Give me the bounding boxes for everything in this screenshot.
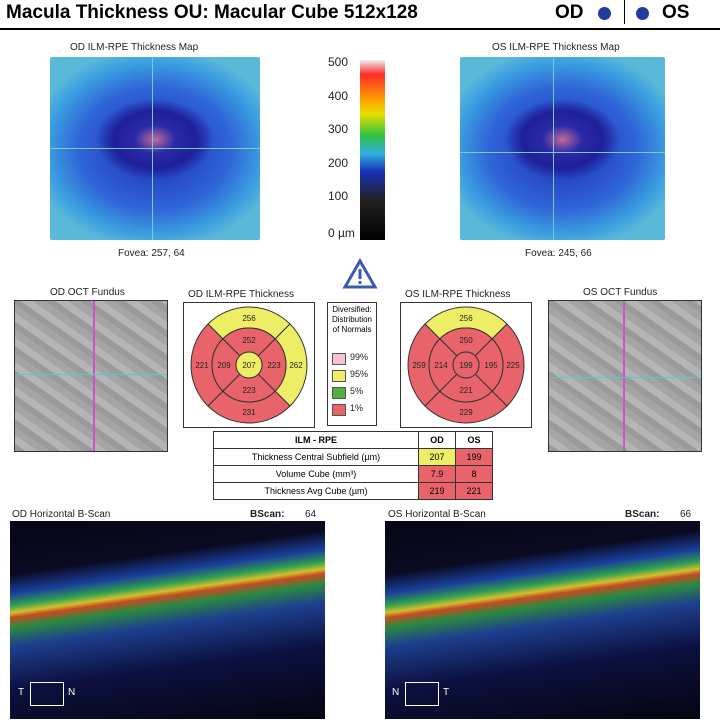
fundus-image [14,300,168,452]
grid-center [235,351,263,379]
bscan-image [10,521,325,719]
center-value: 199 [459,361,473,370]
warning-icon [342,258,378,289]
header-title: Macula Thickness OU: Macular Cube 512x12… [6,2,418,23]
divider [624,0,625,24]
sector-value: 231 [242,408,256,417]
sector-value: 221 [195,361,209,370]
table-row: Thickness Central Subfield (µm) 207 199 [213,448,493,466]
crosshair [93,301,95,451]
fovea: Fovea: 257, 64 [118,248,185,259]
sector-value: 256 [242,314,256,323]
scale-label: 0 µm [328,226,355,240]
crosshair [50,148,260,149]
bscan-label: BScan: [250,509,285,520]
sector-value: 262 [289,361,303,370]
legend-label: 95% [350,369,369,379]
sector-value: 256 [459,314,473,323]
scale-label: 100 [328,189,349,203]
table-row: Volume Cube (mm³) 7.9 8 [213,465,493,483]
legend: Diversified: Distribution of Normals 99%… [327,302,377,426]
etdrs-grid: 256 225 229 259 250 195 221 214 199 [400,302,532,428]
legend-swatch [332,387,346,399]
table-cell: 207 [418,448,456,466]
bscan-image [385,521,700,719]
etdrs-grid: 256 262 231 221 252 223 223 209 207 [183,302,315,428]
table-cell: Volume Cube (mm³) [213,465,419,483]
sector-value: 252 [242,336,256,345]
sector-value: 214 [434,361,448,370]
sector-value: 250 [459,336,473,345]
bscan-number: 64 [305,509,317,520]
bscan-number: 66 [680,509,692,520]
sector-value: 223 [242,386,256,395]
scale-label: 300 [328,122,349,136]
scale-label: 400 [328,88,349,103]
table-row: Thickness Avg Cube (µm) 219 221 [213,482,493,500]
fovea: Fovea: 245, 66 [525,248,592,259]
fundus-title: OD OCT Fundus [50,287,125,298]
sector-value: 195 [484,361,498,370]
sector-value: 221 [459,386,473,395]
orientation-box [405,682,439,706]
crosshair [549,377,701,378]
header-cell: OS [455,431,493,449]
crosshair [15,374,167,375]
table-header: ILM - RPE OD OS [213,431,493,449]
legend-label: 99% [350,352,369,362]
table-cell: Thickness Avg Cube (µm) [213,482,419,500]
os-dot [636,7,649,20]
legend-title: Diversified: Distribution of Normals [331,305,372,334]
bscan-title: OS Horizontal B-Scan [388,509,486,520]
grid-title: OS ILM-RPE Thickness [405,289,511,300]
bscan-label: BScan: [625,509,660,520]
os-label: OS [662,2,690,23]
fundus-image [548,300,702,452]
sector-value: 223 [267,361,281,370]
grid-title: OD ILM-RPE Thickness [188,289,294,300]
map-title: OD ILM-RPE Thickness Map [70,42,199,53]
orientation-left: T [18,687,25,698]
header-cell: OD [418,431,456,449]
header-rule [0,28,720,30]
sector-value: 229 [459,408,473,417]
od-label: OD [555,2,584,23]
orientation-right: N [68,687,76,698]
table-cell: 199 [455,448,493,466]
sector-value: 225 [506,361,520,370]
map-title: OS ILM-RPE Thickness Map [492,42,620,53]
table-cell: 221 [455,482,493,500]
legend-label: 1% [350,403,364,413]
thickness-map [460,57,665,240]
summary-table: ILM - RPE OD OS Thickness Central Subfield … [213,431,493,500]
scale-label: 200 [328,155,349,170]
color-bar [360,60,385,240]
header-cell: ILM - RPE [213,431,419,449]
legend-swatch [332,404,346,416]
sector-value: 209 [217,361,231,370]
crosshair [623,301,625,451]
orientation-right: T [443,687,450,698]
table-cell: Thickness Central Subfield (µm) [213,448,419,466]
orientation-box [30,682,64,706]
legend-swatch [332,370,346,382]
sector-value: 259 [412,361,426,370]
grid-center [452,351,480,379]
table-cell: 7.9 [418,465,456,483]
legend-label: 5% [350,386,364,396]
legend-swatch [332,353,346,365]
orientation-left: N [392,687,400,698]
scale-label: 500 [328,55,349,69]
od-dot [598,7,611,20]
center-value: 207 [242,361,256,370]
crosshair [553,57,554,240]
table-cell: 8 [455,465,493,483]
crosshair [460,152,665,153]
table-cell: 219 [418,482,456,500]
bscan-title: OD Horizontal B-Scan [12,509,111,520]
fundus-title: OS OCT Fundus [583,287,658,298]
